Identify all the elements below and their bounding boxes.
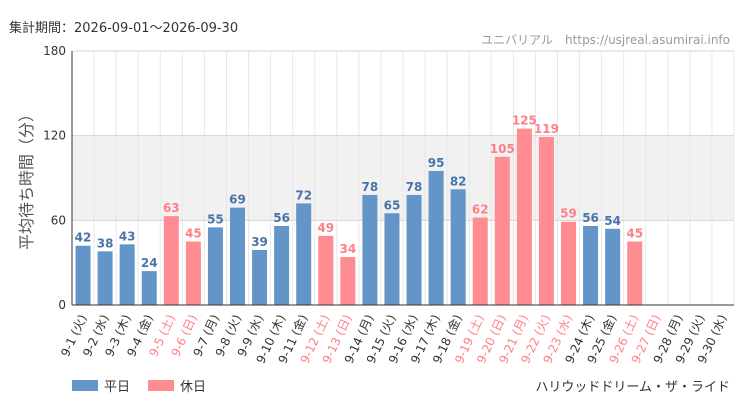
bar-11 (296, 203, 312, 305)
bar-22 (538, 137, 554, 305)
bar-21 (516, 128, 532, 305)
bar-13 (340, 257, 356, 305)
data-label-25: 54 (604, 214, 621, 228)
bar-17 (428, 170, 444, 305)
legend-swatch-holiday (148, 380, 175, 391)
y-tick-label: 120 (43, 129, 66, 143)
data-label-23: 59 (560, 207, 577, 221)
bar-1 (75, 245, 91, 305)
data-label-15: 65 (384, 198, 401, 212)
data-label-14: 78 (362, 180, 379, 194)
data-label-5: 63 (163, 201, 180, 215)
bar-8 (229, 207, 246, 305)
bar-2 (97, 251, 113, 305)
bar-6 (185, 241, 201, 305)
bar-14 (362, 194, 378, 305)
bar-20 (494, 156, 510, 305)
data-label-7: 55 (207, 212, 224, 226)
legend-label-weekday: 平日 (104, 380, 131, 395)
data-label-20: 105 (490, 142, 515, 156)
data-label-13: 34 (339, 242, 356, 256)
bar-7 (207, 227, 223, 305)
data-label-18: 82 (450, 174, 467, 188)
bar-26 (627, 241, 643, 305)
y-tick-label: 180 (43, 44, 66, 58)
data-label-1: 42 (75, 231, 92, 245)
y-tick-label: 60 (51, 213, 66, 227)
y-tick-label: 0 (58, 298, 66, 312)
legend: 平日 休日 (72, 376, 206, 395)
data-label-24: 56 (582, 211, 599, 225)
bar-16 (406, 194, 422, 305)
data-label-8: 69 (229, 193, 246, 207)
data-label-10: 56 (273, 211, 290, 225)
bar-25 (605, 228, 621, 305)
data-label-9: 39 (251, 235, 268, 249)
data-label-11: 72 (295, 188, 312, 202)
data-label-22: 119 (534, 122, 559, 136)
ride-name: ハリウッドドリーム・ザ・ライド (535, 380, 730, 395)
data-label-19: 62 (472, 203, 489, 217)
data-label-4: 24 (141, 256, 158, 270)
bar-15 (384, 213, 400, 305)
bar-4 (141, 271, 157, 305)
labels-layer: 42 38 43 24 63 45 55 69 39 56 72 49 34 78 65 78 95 82 62 10… (75, 114, 643, 271)
legend-swatch-weekday (72, 380, 98, 391)
bar-24 (583, 225, 599, 305)
legend-item-weekday: 平日 (72, 376, 130, 395)
bars-layer (75, 128, 643, 305)
bar-18 (450, 189, 466, 305)
bar-9 (252, 249, 268, 305)
data-label-16: 78 (406, 180, 423, 194)
legend-label-holiday: 休日 (180, 380, 207, 395)
data-label-2: 38 (97, 236, 114, 250)
bar-5 (163, 216, 179, 305)
data-label-26: 45 (626, 227, 643, 241)
data-label-6: 45 (185, 227, 202, 241)
period-label: 集計期間：2026-09-01〜2026-09-30 (9, 21, 239, 36)
data-label-21: 125 (512, 114, 537, 128)
data-label-12: 49 (317, 221, 334, 235)
bar-23 (560, 221, 577, 305)
legend-item-holiday: 休日 (148, 376, 206, 395)
bar-3 (119, 244, 135, 305)
data-label-17: 95 (428, 156, 445, 170)
bar-10 (274, 225, 290, 305)
bar-19 (472, 217, 488, 305)
bar-12 (318, 235, 334, 305)
data-label-3: 43 (119, 229, 136, 243)
site-credit: ユニバリアル https://usjreal.asumirai.info (481, 33, 730, 47)
y-axis-title: 平均待ち時間（分） (17, 106, 36, 250)
